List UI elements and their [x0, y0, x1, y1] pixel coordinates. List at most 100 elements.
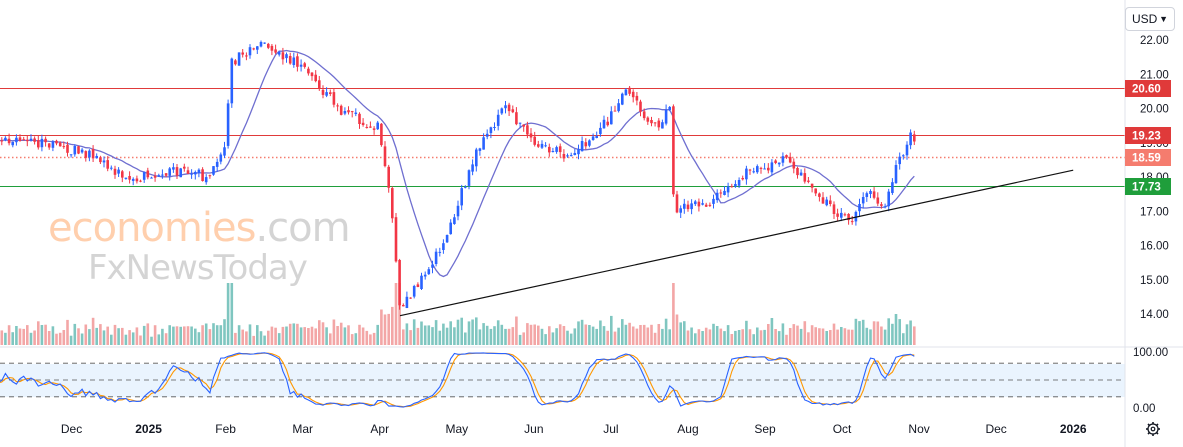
volume-bar: [854, 318, 858, 345]
candle-body: [785, 155, 788, 158]
volume-bar: [748, 329, 752, 345]
volume-bar: [15, 326, 18, 345]
candle-body: [555, 147, 558, 152]
volume-bar: [774, 329, 777, 345]
time-tick-label[interactable]: Dec: [61, 422, 82, 436]
price-badge-label: 17.73: [1132, 182, 1161, 194]
candle-body: [267, 43, 270, 48]
volume-bar: [704, 327, 708, 345]
volume-bar: [723, 331, 726, 345]
price-badge: [1125, 80, 1171, 97]
candle-body: [905, 144, 909, 156]
volume-bar: [610, 315, 613, 345]
candle-body: [664, 109, 668, 124]
volume-bar: [172, 326, 175, 345]
volume-bar: [566, 330, 569, 345]
volume-bar: [847, 329, 850, 345]
candle-body: [245, 55, 248, 57]
candle-body: [274, 49, 277, 53]
volume-bar: [91, 317, 95, 345]
volume-bar: [358, 324, 361, 345]
candle-body: [464, 186, 467, 188]
price-badge: [1125, 149, 1171, 166]
candle-body: [318, 80, 321, 89]
candle-body: [704, 204, 708, 207]
time-tick-label[interactable]: Mar: [292, 422, 313, 436]
volume-bar: [197, 332, 201, 345]
volume-bar: [584, 324, 588, 345]
currency-select[interactable]: USD ▼: [1125, 7, 1175, 31]
candle-body: [540, 143, 544, 148]
time-tick-label[interactable]: Nov: [908, 422, 929, 436]
stochastic-tick-label: 0.00: [1133, 403, 1155, 415]
candle-body: [850, 221, 854, 223]
time-axis[interactable]: Dec 2025 Feb Mar Apr May Jun Jul Aug Sep Oct Nov Dec…: [61, 422, 1087, 436]
volume-bar: [478, 329, 482, 345]
time-tick-label[interactable]: Dec: [985, 422, 1006, 436]
volume-bar: [588, 325, 591, 345]
volume-bar: [650, 324, 653, 345]
volume-bar: [84, 324, 88, 345]
time-tick-label[interactable]: 2025: [135, 422, 162, 436]
volume-bar: [515, 316, 518, 345]
volume-bar: [383, 314, 387, 345]
time-tick-label[interactable]: May: [445, 422, 468, 436]
candle-body: [37, 140, 40, 148]
volume-bar: [730, 334, 734, 345]
candle-body: [880, 204, 883, 206]
candle-body: [26, 139, 29, 142]
candle-body: [861, 197, 865, 204]
candle-body: [767, 167, 770, 171]
time-tick-label[interactable]: Oct: [833, 422, 852, 436]
candle-body: [803, 173, 807, 182]
volume-bar: [438, 330, 442, 345]
candle-body: [657, 120, 661, 128]
candle-body: [697, 201, 701, 207]
candle-body: [405, 296, 409, 308]
volume-bar: [475, 317, 478, 345]
candle-body: [591, 136, 595, 140]
volume-bar: [434, 320, 438, 345]
settings-gear-icon[interactable]: [1146, 422, 1160, 436]
candle-body: [361, 122, 365, 125]
volume-bar: [500, 324, 504, 345]
volume-bar: [697, 329, 701, 345]
time-tick-label[interactable]: Aug: [677, 422, 698, 436]
volume-bar: [420, 321, 423, 345]
time-tick-label[interactable]: Apr: [370, 422, 389, 436]
candle-body: [285, 54, 288, 59]
candle-body: [343, 111, 347, 114]
time-tick-label[interactable]: Jun: [524, 422, 543, 436]
volume-bar: [599, 320, 602, 345]
volume-bar: [902, 333, 905, 345]
candle-body: [398, 260, 401, 306]
candle-body: [913, 134, 916, 142]
volume-bar: [840, 327, 843, 345]
time-tick-label[interactable]: 2026: [1060, 422, 1087, 436]
volume-bar: [332, 319, 336, 345]
candle-body: [117, 169, 120, 174]
chevron-down-icon: ▼: [1159, 14, 1168, 24]
candle-body: [62, 146, 66, 148]
candle-body: [420, 275, 423, 289]
candle-body: [701, 203, 704, 205]
time-tick-label[interactable]: Feb: [215, 422, 236, 436]
volume-bar: [128, 330, 131, 345]
volume-bar: [69, 335, 73, 345]
volume-bar: [303, 327, 306, 345]
time-tick-label[interactable]: Jul: [603, 422, 618, 436]
volume-bar: [270, 326, 274, 345]
volume-bar: [256, 325, 259, 345]
volume-bar: [321, 322, 325, 345]
volume-bar: [883, 329, 887, 345]
volume-bar: [88, 329, 91, 345]
volume-bar: [179, 326, 182, 345]
volume-bar: [613, 331, 617, 345]
volume-bar: [365, 330, 369, 345]
volume-bar: [62, 330, 66, 345]
candle-body: [40, 138, 44, 148]
price-badge-label: 20.60: [1132, 84, 1161, 96]
time-tick-label[interactable]: Sep: [754, 422, 776, 436]
candle-body: [606, 121, 609, 126]
